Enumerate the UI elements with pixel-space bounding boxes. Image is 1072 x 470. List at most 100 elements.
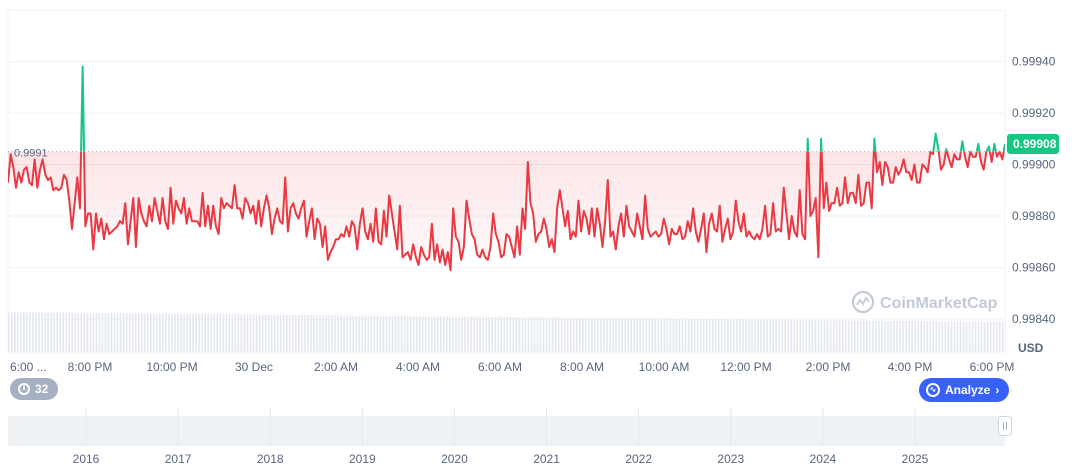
volume-bar	[911, 321, 913, 352]
volume-bar	[742, 319, 744, 352]
volume-bar	[748, 319, 750, 352]
volume-bar	[745, 319, 747, 352]
navigator-track[interactable]	[8, 416, 1005, 446]
volume-bar	[784, 319, 787, 352]
volume-bar	[992, 321, 995, 352]
volume-bar	[847, 320, 850, 352]
volume-bar	[708, 319, 711, 352]
volume-bar	[974, 321, 977, 352]
volume-bar	[264, 314, 267, 352]
volume-bar	[331, 315, 333, 352]
volume-bar	[539, 317, 542, 352]
volume-bar	[116, 313, 119, 352]
volume-bar	[524, 317, 527, 352]
volume-bar	[131, 313, 134, 352]
volume-bar	[204, 313, 206, 352]
volume-bar	[621, 318, 623, 352]
volume-bar	[467, 316, 469, 352]
volume-bar	[733, 319, 735, 352]
volume-bar	[518, 317, 521, 352]
volume-bar	[358, 315, 361, 352]
volume-bar	[491, 316, 493, 352]
volume-bar	[606, 318, 608, 352]
volume-bar	[162, 313, 164, 352]
volume-bar	[418, 316, 421, 352]
volume-bar	[802, 319, 805, 352]
volume-bar	[479, 316, 481, 352]
volume-bar	[273, 314, 276, 352]
volume-bar	[823, 320, 826, 352]
volume-bar	[754, 319, 756, 352]
volume-bar	[666, 318, 669, 352]
volume-bar	[645, 318, 648, 352]
volume-bar	[50, 312, 52, 352]
volume-bar	[110, 313, 113, 352]
volume-bar	[446, 316, 448, 352]
x-tick-label: 12:00 PM	[720, 360, 771, 374]
volume-bar	[624, 318, 626, 352]
analyze-icon: ∿	[926, 383, 940, 397]
volume-bar	[908, 321, 910, 352]
volume-bar	[826, 320, 829, 352]
y-axis: 0.99840 0.99860 0.99880 0.99900 0.99920 0.999…	[1012, 55, 1056, 327]
time-navigator[interactable]: 2016 2017 2018 2019 2020 2021 2022 2023 2024 2025	[8, 408, 1005, 466]
watermark: CoinMarketCap	[851, 290, 998, 314]
volume-bar	[841, 320, 844, 352]
volume-bar	[276, 314, 279, 352]
volume-bar	[678, 318, 681, 352]
volume-bar	[80, 312, 83, 352]
volume-bar	[935, 321, 938, 352]
volume-bar	[412, 316, 415, 352]
volume-bar	[724, 319, 726, 352]
volume-bar	[279, 314, 282, 352]
events-count: 32	[35, 382, 49, 396]
navigator-handle[interactable]	[998, 416, 1012, 436]
volume-bar	[917, 321, 919, 352]
price-area	[8, 66, 1005, 271]
volume-bar	[219, 314, 222, 352]
volume-bar	[687, 318, 690, 352]
volume-bar	[388, 315, 391, 352]
volume-bar	[799, 319, 802, 352]
volume-bar	[730, 319, 732, 352]
volume-bar	[844, 320, 847, 352]
volume-bar	[17, 312, 19, 352]
volume-bar	[433, 316, 436, 352]
navigator-year-label: 2016	[73, 452, 100, 466]
volume-bar	[863, 320, 865, 352]
x-tick-label: 4:00 PM	[888, 360, 933, 374]
volume-bar	[793, 319, 796, 352]
events-button[interactable]: 32	[10, 378, 59, 400]
volume-bar	[452, 316, 454, 352]
volume-bar	[569, 317, 572, 352]
volume-bar	[89, 312, 92, 352]
volume-bar	[572, 317, 575, 352]
y-axis-unit: USD	[1018, 341, 1044, 355]
volume-bar	[310, 315, 312, 352]
volume-bar	[781, 319, 784, 352]
volume-bar	[47, 312, 49, 352]
volume-bar	[947, 321, 950, 352]
volume-bar	[258, 314, 261, 352]
volume-bar	[246, 314, 249, 352]
volume-bar	[473, 316, 475, 352]
volume-bar	[983, 321, 986, 352]
volume-bar	[600, 317, 602, 352]
volume-bar	[255, 314, 258, 352]
volume-bar	[554, 317, 557, 352]
volume-bar	[455, 316, 457, 352]
analyze-button[interactable]: ∿ Analyze ›	[919, 378, 1010, 402]
volume-bar	[107, 313, 110, 352]
volume-bar	[68, 312, 71, 352]
volume-bar	[379, 315, 382, 352]
volume-bar	[872, 320, 874, 352]
volume-bar	[995, 321, 998, 352]
volume-bar	[92, 312, 95, 352]
volume-bar	[216, 314, 219, 352]
y-tick-label: 0.99940	[1012, 55, 1056, 69]
volume-bar	[869, 320, 871, 352]
volume-bar	[476, 316, 478, 352]
volume-bar	[962, 321, 965, 352]
volume-bar	[288, 314, 291, 352]
